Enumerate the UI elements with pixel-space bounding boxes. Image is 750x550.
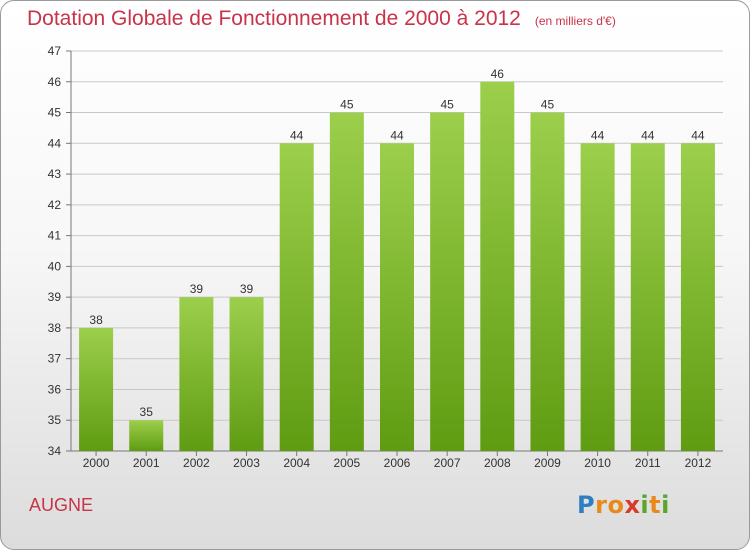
- x-tick-label: 2009: [534, 456, 561, 470]
- data-label: 39: [190, 282, 204, 296]
- x-tick-label: 2004: [283, 456, 310, 470]
- bars: [79, 81, 715, 452]
- x-tick-labels: 2000 2001 2002 2003 2004 2005 2006 2007 2008 2009…: [83, 456, 712, 470]
- data-label: 44: [290, 128, 304, 142]
- y-tick-label: 46: [48, 75, 62, 89]
- y-tick-labels: 34 35 36 37 38 39 40 41 42 43 44 45 46 47: [48, 44, 62, 458]
- bar: [229, 297, 264, 451]
- logo-letter: P: [577, 491, 596, 519]
- bar: [630, 143, 665, 452]
- x-tick-label: 2000: [83, 456, 110, 470]
- bar: [329, 112, 364, 452]
- x-tick-label: 2012: [685, 456, 712, 470]
- y-tick-label: 35: [48, 413, 62, 427]
- data-label: 44: [591, 128, 605, 142]
- bar: [380, 143, 414, 452]
- x-tick-label: 2008: [484, 456, 511, 470]
- logo-letter: o: [607, 491, 625, 519]
- commune-name: AUGNE: [29, 495, 94, 515]
- logo-letter: i: [661, 491, 670, 519]
- data-label: 38: [89, 313, 103, 327]
- y-tick-label: 39: [48, 290, 62, 304]
- data-label: 44: [390, 128, 404, 142]
- y-tick-label: 38: [48, 321, 62, 335]
- bar: [680, 143, 715, 452]
- x-tick-label: 2005: [333, 456, 360, 470]
- bar: [279, 143, 314, 452]
- bar: [79, 327, 114, 451]
- y-tick-label: 42: [48, 198, 62, 212]
- bar: [580, 143, 615, 452]
- data-label: 45: [541, 98, 555, 112]
- logo-letter: i: [640, 491, 650, 519]
- y-tick-label: 34: [48, 444, 62, 458]
- logo-letter: x: [624, 491, 641, 519]
- x-tick-label: 2001: [133, 456, 160, 470]
- bar: [430, 112, 465, 452]
- logo-letter: r: [595, 491, 608, 519]
- data-label: 39: [240, 282, 254, 296]
- proxiti-logo: Proxiti: [577, 491, 670, 519]
- y-tick-label: 36: [48, 382, 62, 396]
- y-tick-label: 45: [48, 106, 62, 120]
- y-tick-label: 41: [48, 229, 62, 243]
- data-label: 46: [491, 67, 505, 81]
- x-tick-label: 2006: [384, 456, 411, 470]
- chart-title-text: Dotation Globale de Fonctionnement de 20…: [27, 7, 521, 30]
- data-label: 45: [440, 98, 454, 112]
- data-label: 44: [691, 128, 705, 142]
- data-labels: 38 35 39 39 44 45 44 45 46 45 44 44 44: [89, 67, 705, 419]
- chart-title: Dotation Globale de Fonctionnement de 20…: [27, 7, 616, 31]
- y-tick-label: 37: [48, 352, 62, 366]
- data-label: 35: [140, 405, 154, 419]
- y-tick-label: 43: [48, 167, 62, 181]
- x-tick-label: 2011: [635, 456, 661, 470]
- data-label: 45: [340, 98, 354, 112]
- y-tick-label: 44: [48, 136, 62, 150]
- x-tick-label: 2010: [584, 456, 611, 470]
- bar: [480, 81, 515, 452]
- x-tick-label: 2007: [434, 456, 461, 470]
- bar: [129, 420, 164, 451]
- x-tick-label: 2002: [183, 456, 210, 470]
- bar: [530, 112, 565, 452]
- x-tick-label: 2003: [233, 456, 260, 470]
- chart-unit: (en milliers d'€): [534, 14, 616, 28]
- y-tick-label: 40: [48, 259, 62, 273]
- bar: [179, 297, 214, 451]
- data-label: 44: [641, 128, 655, 142]
- logo-letter: t: [649, 491, 662, 519]
- y-tick-label: 47: [48, 44, 62, 58]
